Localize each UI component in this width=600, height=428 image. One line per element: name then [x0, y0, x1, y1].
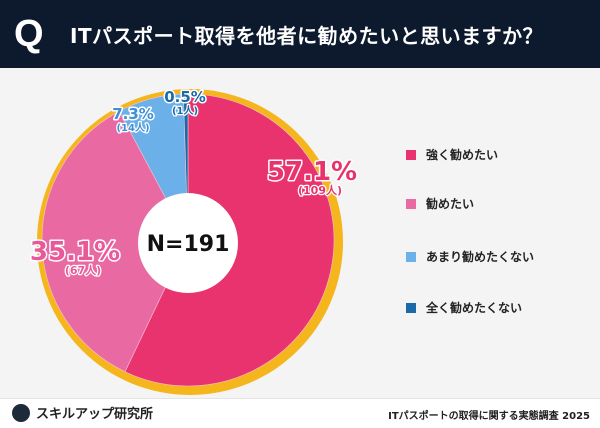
pie-slice: [41, 110, 189, 373]
value-label: 35.1%: [30, 237, 120, 267]
legend-swatch: [406, 302, 416, 313]
count-label: (67人): [65, 263, 101, 277]
value-label: 0.5%: [164, 88, 206, 106]
brand-name: スキルアップ研究所: [36, 407, 154, 422]
footer: スキルアップ研究所 ITパスポートの取得に関する実態調査 2025: [0, 398, 600, 428]
legend-swatch: [406, 251, 416, 262]
chart-title: ITパスポート取得を他者に勧めたいと思いますか？: [70, 23, 544, 48]
legend-swatch: [406, 198, 416, 209]
owl-mascot-icon: [12, 403, 30, 422]
legend-item: 全く勧めたくない: [406, 299, 522, 316]
legend-item: 強く勧めたい: [406, 146, 498, 163]
value-label: 57.1%: [267, 157, 357, 187]
legend-item: 勧めたい: [406, 195, 474, 212]
chart-area: N=191 57.1% (109人) 35.1% (67人) 7.3% (14人) 0.5%(…: [0, 68, 600, 398]
value-label: 7.3%: [112, 105, 154, 123]
pie-chart: N=191 57.1%(109人) 35.1%(67人) 7.3%(14人) 0.5%(…: [28, 87, 359, 395]
legend-swatch: [406, 149, 416, 160]
header: Q ITパスポート取得を他者に勧めたいと思いますか？: [0, 0, 600, 68]
legend-label: あまり勧めたくない: [426, 250, 535, 264]
center-label: N=191: [147, 232, 230, 257]
q-mark: Q: [14, 12, 44, 55]
legend-label: 勧めたい: [426, 197, 475, 211]
count-label: (109人): [298, 183, 342, 197]
legend-label: 強く勧めたい: [426, 148, 499, 162]
legend-item: あまり勧めたくない: [406, 248, 534, 265]
legend-label: 全く勧めたくない: [426, 301, 523, 315]
pie-center-hole: [138, 193, 238, 293]
brand-logo: スキルアップ研究所: [12, 403, 153, 422]
count-label: (1人): [172, 104, 198, 117]
count-label: (14人): [116, 121, 149, 134]
source-note: ITパスポートの取得に関する実態調査 2025: [388, 411, 590, 422]
